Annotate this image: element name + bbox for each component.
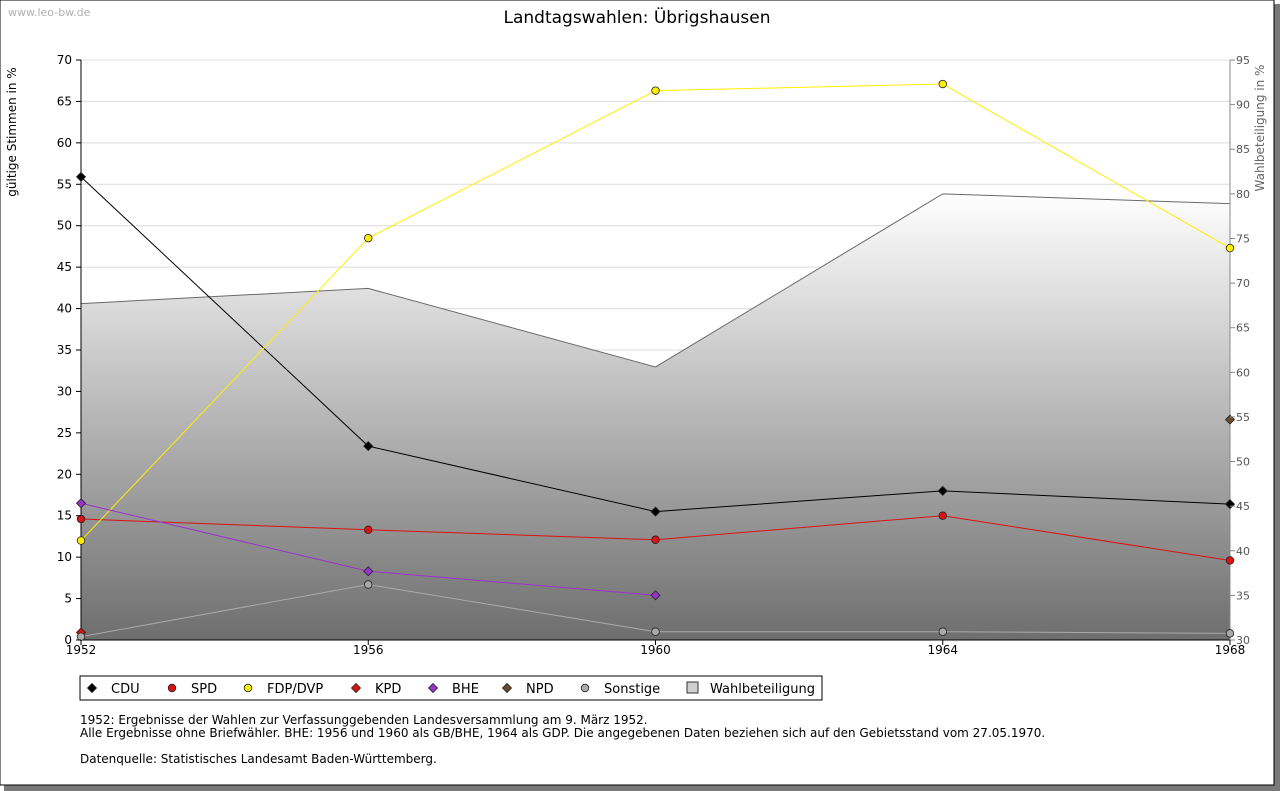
data-point-spd — [364, 525, 373, 534]
data-point-fdp-dvp — [1225, 243, 1235, 253]
y2-tick-label: 45 — [1236, 500, 1250, 513]
data-point-spd — [938, 511, 947, 520]
legend-marker-kpd — [350, 682, 362, 694]
y2-tick-label: 90 — [1236, 99, 1250, 112]
legend-label-wahlbeteiligung: Wahlbeteiligung — [710, 682, 815, 697]
y-tick-label: 30 — [57, 384, 72, 398]
data-point-spd — [76, 514, 86, 524]
data-point-cdu — [650, 506, 661, 517]
y-tick-label: 40 — [57, 302, 72, 316]
y-tick-label: 0 — [64, 633, 72, 647]
x-tick-label: 1964 — [927, 643, 958, 657]
legend-label-spd: SPD — [191, 682, 217, 697]
data-point-cdu — [363, 441, 374, 452]
legend-marker-bhe — [427, 682, 439, 694]
y-axis-label: gültige Stimmen in % — [5, 67, 19, 196]
note-line-2: Alle Ergebnisse ohne Briefwähler. BHE: 1… — [80, 726, 1045, 740]
y-axis-left-ticks: 0 5 10 15 20 25 30 35 40 45 50 55 60 65 70 — [57, 53, 81, 647]
x-axis-ticks: 1952 1956 1960 1964 1968 — [66, 640, 1246, 657]
y2-tick-label: 70 — [1236, 277, 1250, 290]
legend-marker-spd — [167, 683, 177, 693]
note-line-1: 1952: Ergebnisse der Wahlen zur Verfassu… — [80, 713, 648, 727]
y2-tick-label: 75 — [1236, 232, 1250, 245]
data-point-sonstige — [364, 580, 373, 589]
legend: CDU SPD FDP/DVP KPD BHE NPD Sonstige Wahlbeteil… — [79, 675, 823, 701]
data-markers — [75, 79, 1236, 641]
legend-label-npd: NPD — [526, 682, 554, 697]
data-point-fdp-dvp — [938, 79, 947, 89]
legend-label-kpd: KPD — [375, 682, 401, 697]
turnout-line — [80, 193, 1231, 368]
watermark: www.leo-bw.de — [8, 6, 91, 19]
y2-tick-label: 55 — [1236, 411, 1250, 424]
data-point-sonstige — [1225, 629, 1235, 638]
data-point-bhe — [650, 590, 661, 601]
data-point-bhe — [75, 498, 87, 509]
legend-label-sonstige: Sonstige — [604, 682, 660, 697]
data-point-fdp-dvp — [364, 233, 373, 243]
legend-marker-wahlbeteiligung — [686, 681, 699, 694]
x-tick-label: 1968 — [1215, 643, 1246, 657]
chart-title: Landtagswahlen: Übrigshausen — [503, 6, 770, 28]
y2-tick-label: 60 — [1236, 366, 1250, 379]
y-axis-right-ticks: 30 35 40 45 50 55 60 65 70 75 80 85 90 95 — [1230, 54, 1250, 647]
data-point-fdp-dvp — [651, 86, 660, 95]
legend-label-bhe: BHE — [452, 682, 479, 697]
data-point-sonstige — [651, 627, 660, 636]
y2-tick-label: 35 — [1236, 589, 1250, 602]
data-point-sonstige — [938, 627, 947, 636]
y2-tick-label: 85 — [1236, 143, 1250, 156]
legend-marker-fdp-dvp — [243, 683, 253, 693]
y-tick-label: 55 — [57, 177, 72, 191]
y-tick-label: 35 — [57, 343, 72, 357]
legend-label-cdu: CDU — [111, 682, 140, 697]
source-note: Datenquelle: Statistisches Landesamt Bad… — [80, 752, 437, 766]
y2-tick-label: 40 — [1236, 545, 1250, 558]
y-tick-label: 70 — [57, 53, 72, 67]
x-tick-label: 1960 — [640, 643, 671, 657]
data-point-fdp-dvp — [76, 536, 86, 545]
data-point-cdu — [75, 171, 87, 182]
legend-label-fdp-dvp: FDP/DVP — [267, 682, 323, 697]
y-tick-label: 10 — [57, 550, 72, 564]
data-point-bhe — [363, 566, 374, 577]
y-tick-label: 50 — [57, 219, 72, 233]
y2-tick-label: 65 — [1236, 322, 1250, 335]
data-point-spd — [651, 535, 660, 544]
y2-tick-label: 50 — [1236, 456, 1250, 469]
data-point-sonstige — [76, 632, 86, 641]
y-tick-label: 25 — [57, 426, 72, 440]
y-tick-label: 65 — [57, 94, 72, 108]
y2-tick-label: 30 — [1236, 634, 1250, 647]
x-tick-label: 1952 — [66, 643, 97, 657]
y-tick-label: 45 — [57, 260, 72, 274]
legend-marker-cdu — [86, 682, 98, 694]
y2-tick-label: 80 — [1236, 188, 1250, 201]
legend-marker-npd — [501, 682, 513, 694]
y-tick-label: 60 — [57, 136, 72, 150]
y-tick-label: 5 — [64, 592, 72, 606]
x-tick-label: 1956 — [353, 643, 384, 657]
y-tick-label: 15 — [57, 509, 72, 523]
plot-area — [75, 59, 1236, 641]
data-point-cdu — [937, 485, 948, 496]
y-tick-label: 20 — [57, 467, 72, 481]
y2-tick-label: 95 — [1236, 54, 1250, 67]
y2-axis-label: Wahlbeteiligung in % — [1253, 65, 1267, 192]
legend-marker-sonstige — [580, 683, 590, 693]
data-point-spd — [1225, 556, 1235, 565]
